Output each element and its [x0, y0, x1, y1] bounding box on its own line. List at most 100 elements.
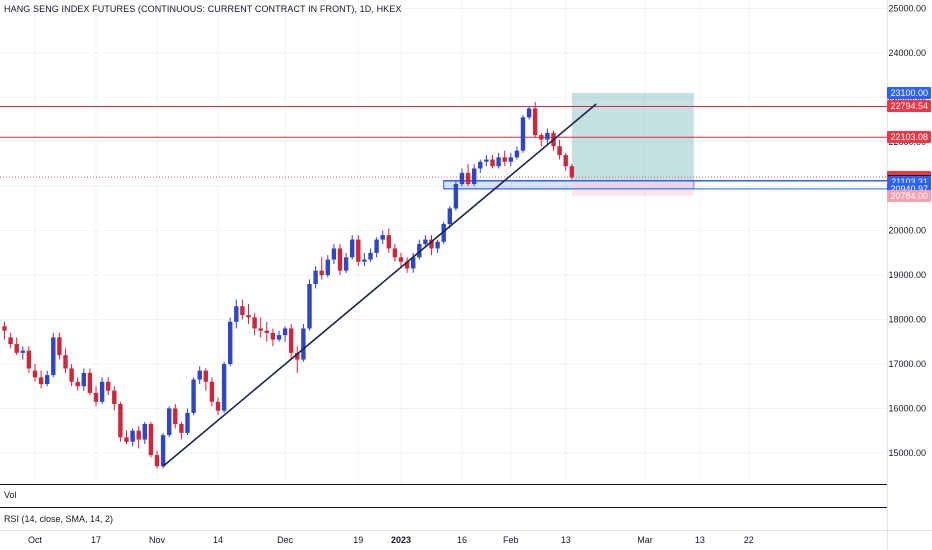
candle-up [417, 239, 422, 260]
candle-body [148, 424, 154, 456]
candle-up [221, 361, 227, 413]
price-tick-label: 16000.00 [888, 403, 926, 413]
candle-up [435, 239, 440, 253]
candle-up [276, 330, 282, 342]
candle-body [118, 404, 123, 438]
price-tick-label: 17000.00 [888, 359, 926, 369]
candle-body [362, 259, 367, 262]
candle-body [429, 239, 434, 249]
candle-up [423, 235, 428, 247]
volume-pane-label[interactable]: Vol [4, 490, 17, 500]
candle-down [112, 386, 117, 411]
date-tick-label: 13 [561, 535, 571, 545]
candle-body [282, 328, 288, 336]
candle-body [411, 257, 416, 269]
trendline[interactable] [162, 103, 597, 467]
candle-up [453, 181, 459, 211]
candle-down [356, 235, 361, 267]
price-axis[interactable]: 15000.00 16000.00 17000.00 18000.00 19000.00… [887, 0, 927, 550]
candle-body [221, 364, 227, 411]
candle-up [343, 252, 349, 273]
stop-box[interactable] [571, 180, 694, 196]
candle-up [130, 428, 135, 447]
date-tick-label: 16 [457, 535, 467, 545]
candle-body [20, 350, 25, 353]
candle-down [8, 332, 13, 349]
candle-up [380, 230, 385, 244]
candle-down [179, 421, 184, 440]
candle-up [185, 408, 190, 436]
candle-body [313, 270, 318, 284]
candle-body [508, 157, 513, 162]
candle-body [331, 248, 337, 260]
candle-down [203, 368, 208, 391]
candle-body [441, 224, 446, 242]
candle-down [533, 101, 538, 138]
candle-down [63, 348, 68, 373]
candle-down [404, 257, 410, 273]
price-tick-label: 18000.00 [888, 315, 926, 325]
candle-body [124, 437, 129, 442]
candle-down [289, 324, 294, 360]
drawing-zones [443, 92, 887, 196]
candle-up [331, 244, 337, 264]
candle-body [258, 328, 263, 331]
candle-body [75, 381, 80, 387]
candle-down [490, 155, 495, 169]
candle-body [563, 155, 568, 167]
candle-body [63, 355, 68, 369]
rsi-pane-label[interactable]: RSI (14, close, SMA, 14, 2) [4, 514, 114, 524]
candle-body [386, 235, 391, 249]
candle-down [502, 150, 507, 167]
candle-down [295, 346, 300, 373]
date-tick-label: 2023 [391, 535, 411, 545]
candle-body [307, 284, 312, 329]
tag-20784: 20784.00 [887, 189, 931, 202]
candle-down [465, 164, 471, 187]
candle-body [514, 150, 520, 158]
candle-up [45, 370, 50, 387]
candle-body [325, 259, 330, 276]
candle-body [154, 455, 160, 467]
candle-body [545, 132, 550, 140]
candle-up [520, 115, 526, 153]
candle-body [435, 241, 440, 249]
candle-body [392, 248, 398, 258]
trendline-layer[interactable] [162, 103, 597, 467]
candle-down [93, 386, 99, 407]
candle-body [99, 381, 105, 402]
candle-down [392, 244, 398, 262]
price-grid [0, 0, 887, 484]
candle-up [350, 235, 355, 260]
candle-body [569, 166, 574, 178]
candle-body [179, 424, 184, 433]
candle-down [106, 377, 111, 396]
candle-down [264, 321, 269, 342]
candle-down [2, 321, 7, 340]
candle-up [368, 248, 373, 262]
candle-up [81, 368, 86, 391]
candle-down [118, 401, 123, 442]
candle-body [45, 375, 50, 384]
candle-up [526, 106, 532, 120]
candle-down [124, 430, 129, 444]
candle-body [526, 108, 532, 118]
date-tick-label: 22 [744, 535, 754, 545]
candle-body [368, 252, 373, 260]
candle-body [87, 372, 93, 393]
date-tick-label: 19 [353, 535, 363, 545]
candle-up [459, 168, 465, 187]
candle-down [240, 299, 245, 320]
price-tick-label: 19000.00 [888, 270, 926, 280]
time-axis[interactable]: Oct 17 Nov 14 Dec 19 2023 16 Feb 13 Mar 13 22 [0, 530, 932, 546]
candle-body [142, 424, 147, 440]
candle-body [197, 370, 202, 380]
candle-body [106, 381, 111, 391]
candle-body [160, 435, 166, 467]
candle-up [441, 221, 446, 244]
candle-down [69, 364, 74, 387]
indicator-panes [0, 484, 887, 508]
candle-body [14, 344, 19, 353]
candle-body [26, 350, 32, 369]
